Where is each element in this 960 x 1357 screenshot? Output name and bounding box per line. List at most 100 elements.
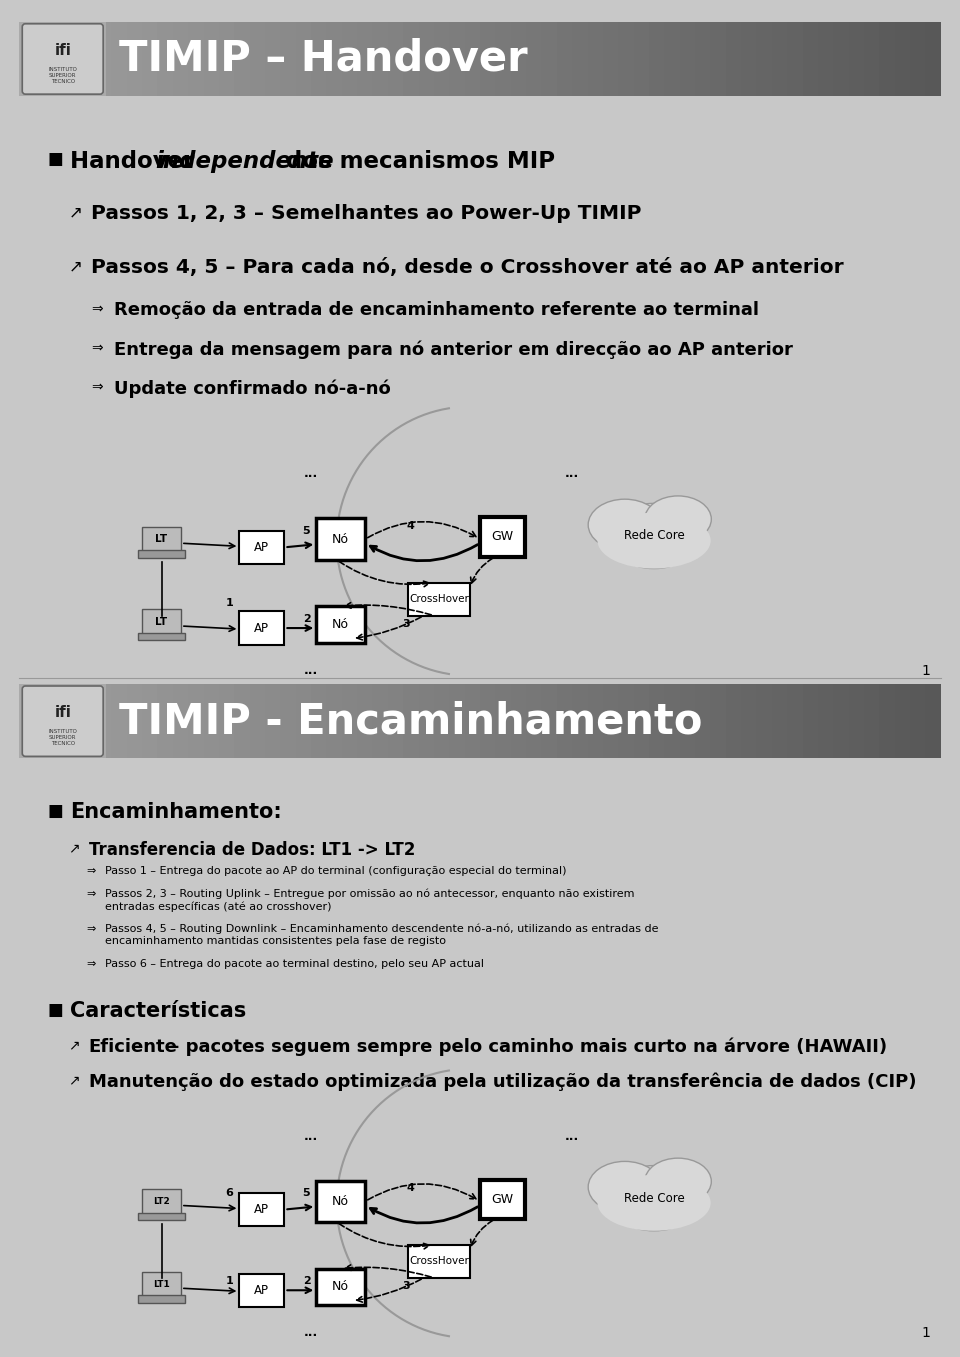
Text: AP: AP	[254, 622, 270, 635]
Text: ⇒: ⇒	[86, 866, 96, 877]
Bar	[127, 22, 143, 96]
FancyBboxPatch shape	[142, 609, 181, 634]
Text: ifi: ifi	[55, 42, 71, 57]
Text: Passos 4, 5 – Para cada nó, desde o Crosshover até ao AP anterior: Passos 4, 5 – Para cada nó, desde o Cros…	[91, 258, 844, 277]
Bar	[680, 22, 696, 96]
Bar	[772, 22, 788, 96]
Bar	[19, 684, 36, 759]
Bar	[419, 684, 435, 759]
Bar	[311, 684, 327, 759]
Bar	[511, 684, 527, 759]
Text: ...: ...	[565, 1129, 579, 1143]
Bar	[849, 684, 865, 759]
Text: Update confirmado nó-a-nó: Update confirmado nó-a-nó	[114, 380, 391, 398]
Bar	[357, 684, 373, 759]
FancyBboxPatch shape	[138, 634, 185, 641]
Text: LT2: LT2	[154, 1197, 170, 1206]
Text: Manutenção do estado optimizada pela utilização da transferência de dados (CIP): Manutenção do estado optimizada pela uti…	[89, 1073, 917, 1091]
FancyBboxPatch shape	[480, 517, 525, 556]
Bar	[603, 22, 619, 96]
Text: ↗: ↗	[68, 204, 83, 221]
Bar	[695, 22, 711, 96]
Bar	[434, 684, 450, 759]
Bar	[50, 22, 66, 96]
Bar	[204, 22, 220, 96]
Bar	[833, 22, 850, 96]
Ellipse shape	[597, 1175, 710, 1231]
Bar	[65, 684, 82, 759]
Text: Passos 4, 5 – Routing Downlink – Encaminhamento descendente nó-a-nó, utilizando : Passos 4, 5 – Routing Downlink – Encamin…	[106, 924, 659, 935]
Ellipse shape	[645, 495, 711, 543]
Text: 5: 5	[302, 525, 310, 536]
Text: CrossHover: CrossHover	[409, 1257, 469, 1266]
Text: ↗: ↗	[68, 258, 83, 275]
Text: GW: GW	[492, 531, 514, 544]
Text: LT: LT	[156, 535, 168, 544]
Text: ⇒: ⇒	[91, 380, 103, 394]
Bar	[649, 22, 665, 96]
Bar	[741, 684, 757, 759]
Bar	[511, 22, 527, 96]
Text: GW: GW	[492, 1193, 514, 1206]
Text: 1: 1	[922, 1326, 930, 1339]
Text: Remoção da entrada de encaminhamento referente ao terminal: Remoção da entrada de encaminhamento ref…	[114, 301, 759, 319]
Text: CrossHover: CrossHover	[409, 594, 469, 604]
Text: ■: ■	[48, 802, 63, 820]
Text: ⇒: ⇒	[91, 301, 103, 315]
Text: Nó: Nó	[332, 1280, 349, 1293]
Text: ...: ...	[304, 1129, 318, 1143]
Text: 4: 4	[406, 1183, 415, 1193]
Bar	[879, 22, 896, 96]
Bar	[495, 684, 512, 759]
Bar	[864, 684, 880, 759]
FancyBboxPatch shape	[480, 1179, 525, 1219]
Bar	[895, 684, 911, 759]
Text: ...: ...	[565, 467, 579, 480]
Bar	[925, 684, 942, 759]
Bar	[910, 684, 926, 759]
Text: 5: 5	[302, 1187, 310, 1198]
Text: AP: AP	[254, 541, 270, 554]
Bar	[787, 684, 804, 759]
Bar	[726, 22, 742, 96]
Ellipse shape	[588, 499, 661, 551]
Bar	[50, 684, 66, 759]
Bar	[449, 684, 466, 759]
FancyBboxPatch shape	[239, 612, 284, 645]
Bar	[219, 684, 235, 759]
FancyBboxPatch shape	[138, 1296, 185, 1303]
FancyBboxPatch shape	[138, 551, 185, 558]
Bar	[81, 684, 97, 759]
Bar	[419, 22, 435, 96]
Bar	[388, 22, 404, 96]
Bar	[326, 22, 343, 96]
Bar	[634, 684, 650, 759]
Text: 1: 1	[922, 664, 930, 677]
Text: ■: ■	[48, 1000, 63, 1019]
Bar	[250, 22, 266, 96]
FancyBboxPatch shape	[408, 1244, 469, 1278]
Text: ↗: ↗	[68, 841, 80, 855]
Bar	[541, 684, 558, 759]
Bar	[603, 684, 619, 759]
Text: Transferencia de Dados: LT1 -> LT2: Transferencia de Dados: LT1 -> LT2	[89, 841, 416, 859]
Bar	[342, 684, 358, 759]
Bar	[849, 22, 865, 96]
FancyBboxPatch shape	[239, 1274, 284, 1307]
Bar	[695, 684, 711, 759]
Bar	[925, 22, 942, 96]
Bar	[234, 684, 251, 759]
Bar	[96, 22, 112, 96]
Bar	[895, 22, 911, 96]
Text: Passos 1, 2, 3 – Semelhantes ao Power-Up TIMIP: Passos 1, 2, 3 – Semelhantes ao Power-Up…	[91, 204, 641, 223]
Text: Handover: Handover	[70, 151, 203, 172]
Bar	[434, 22, 450, 96]
Text: 2: 2	[303, 613, 311, 624]
Bar	[588, 684, 604, 759]
Bar	[664, 684, 681, 759]
Bar	[588, 22, 604, 96]
Bar	[772, 684, 788, 759]
FancyBboxPatch shape	[408, 582, 469, 616]
FancyBboxPatch shape	[22, 687, 103, 756]
Bar	[879, 684, 896, 759]
